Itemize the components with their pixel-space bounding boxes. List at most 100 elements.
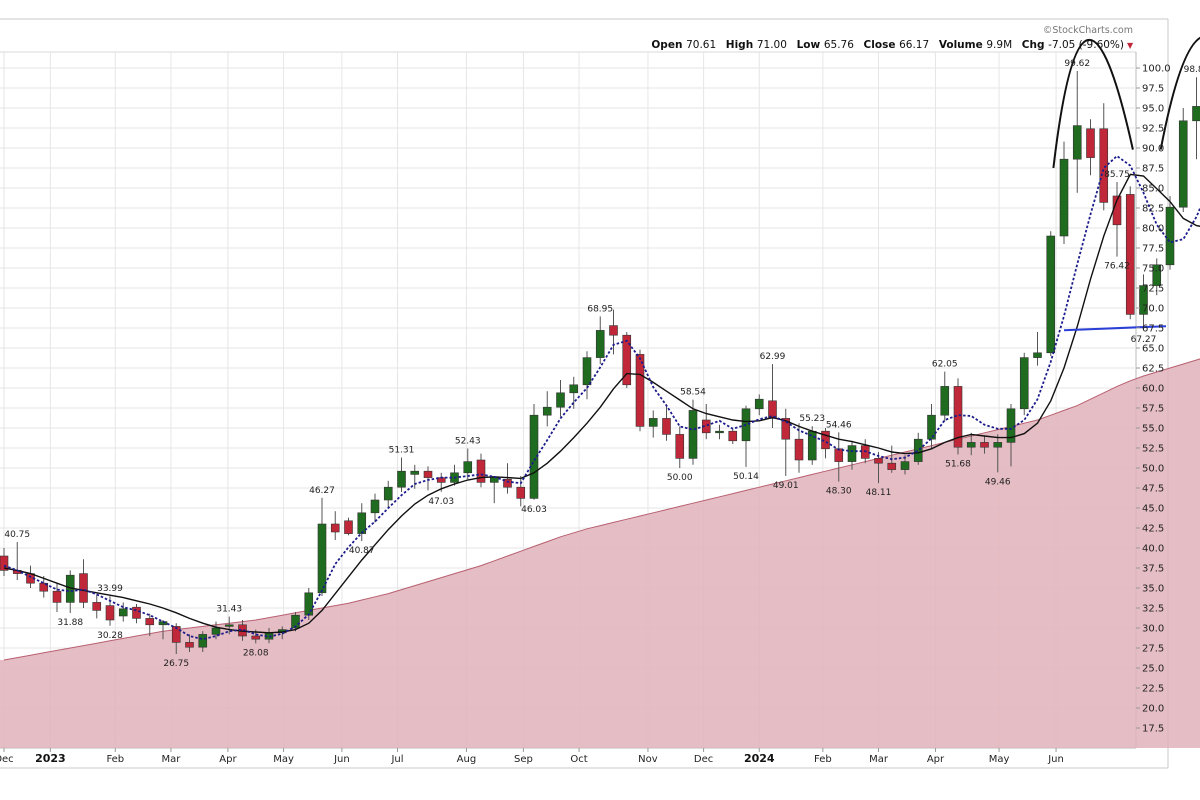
overlay-layer [1052,36,1200,332]
candle-down [145,618,155,626]
y-tick-label: 95.0 [1142,104,1164,115]
candle-down [344,520,353,534]
candle-down [781,418,791,440]
y-tick-label: 67.5 [1142,324,1164,335]
high-value: 71.00 [757,39,787,51]
price-annotation: 50.00 [667,473,693,483]
candle-up [1139,285,1148,315]
candle-up [224,624,234,627]
x-tick-label: Dec [0,754,14,765]
price-annotation: 28.08 [243,648,269,658]
x-tick-label: Nov [638,754,658,765]
sma-short-line [3,154,1200,641]
y-tick-label: 20.0 [1142,704,1164,715]
y-tick-label: 52.5 [1142,444,1164,455]
candle-up [1072,125,1082,160]
y-tick-label: 65.0 [1142,344,1164,355]
candle-up [940,386,950,416]
candle-up [648,418,658,427]
y-tick-label: 35.0 [1142,584,1164,595]
candle-up [913,438,923,462]
candle-down [834,448,844,462]
candle-down [39,582,49,592]
candle-up [291,614,300,629]
price-annotation: 49.46 [985,477,1011,487]
x-tick-label: Aug [457,754,477,765]
price-annotation: 52.43 [455,437,481,447]
area-layer [0,358,1200,748]
x-tick-label: Jul [390,754,403,765]
y-tick-label: 92.5 [1142,124,1164,135]
candle-down [185,642,194,648]
candle-up [847,445,857,462]
candle-down [92,602,102,611]
candle-down [52,590,62,603]
candle-up [370,499,380,514]
candle-down [79,573,88,603]
left-top-arc [1052,38,1134,169]
neckline-support [1063,325,1167,332]
candle-down [423,470,433,478]
x-axis: Dec 2023 Feb Mar Apr May Jun Jul Aug Sep Oct Nov Dec… [0,748,1064,765]
y-tick-label: 62.5 [1142,364,1164,375]
candle-up [118,608,128,617]
volume-label: Volume [939,39,983,51]
close-value: 66.17 [899,39,929,51]
candle-up [317,523,327,594]
candle-up [556,392,565,408]
y-tick-label: 50.0 [1142,464,1164,475]
price-annotation: 68.95 [587,304,613,314]
watermark: ©StockCharts.com [1043,25,1133,36]
high-label: High [726,39,753,51]
candle-down [251,635,261,640]
y-tick-label: 97.5 [1142,84,1164,95]
candle-up [1152,264,1162,286]
candle-down [821,430,830,450]
price-annotation: 76.42 [1104,262,1130,272]
price-annotation: 54.46 [826,420,852,430]
y-tick-label: 45.0 [1142,504,1164,515]
candle-down [503,478,512,488]
open-label: Open [651,39,682,51]
candle-down [794,438,804,461]
candle-up [1192,106,1200,122]
candle-up [715,430,724,434]
y-tick-label: 17.5 [1142,724,1164,735]
y-tick-label: 80.0 [1142,224,1164,235]
y-tick-label: 75.0 [1142,264,1164,275]
open-value: 70.61 [686,39,716,51]
candle-down [662,418,671,435]
y-tick-label: 47.5 [1142,484,1164,495]
candle-down [132,606,141,619]
right-top-arc [1159,36,1200,150]
x-tick-label: Sep [514,754,533,765]
volume-value: 9.9M [986,39,1012,51]
candle-up [1019,357,1029,410]
chg-down-arrow-icon: ▼ [1127,41,1134,50]
price-annotation: 49.01 [773,481,799,491]
price-annotation: 33.99 [97,584,123,594]
x-tick-label: Mar [869,754,889,765]
x-tick-label: May [989,754,1010,765]
candle-down [1125,194,1135,315]
x-tick-label: Mar [162,754,182,765]
candle-down [0,555,9,571]
candle-up [966,442,976,448]
price-annotation: 48.30 [826,487,852,497]
y-tick-label: 27.5 [1142,644,1164,655]
candle-down [887,462,897,470]
candle-up [569,384,579,394]
y-tick-label: 30.0 [1142,624,1164,635]
y-tick-label: 85.0 [1142,184,1164,195]
moving-average-layer [3,154,1200,641]
price-annotation: 55.23 [799,414,825,424]
x-tick-label: Feb [814,754,832,765]
candle-down [728,430,738,442]
y-tick-label: 55.0 [1142,424,1164,435]
candle-up [489,477,499,483]
candle-layer [0,71,1200,654]
candle-up [595,330,605,358]
candle-down [701,419,711,434]
candle-up [1046,235,1056,354]
